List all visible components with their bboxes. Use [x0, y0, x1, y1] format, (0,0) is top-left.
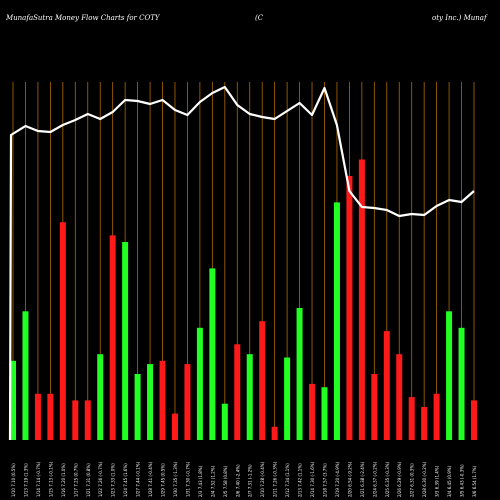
bar [358, 159, 365, 440]
x-tick-label: 2/21 6.38 (-2.4%) [360, 461, 365, 497]
x-tick-label: 1/27 7.44 (-0.1%) [136, 461, 141, 497]
bar [296, 308, 303, 440]
bar [209, 268, 216, 440]
x-tick-label: 2/19 7.20 (-4.9%) [335, 461, 340, 497]
x-tick-label: 2/27 6.31 (0.3%) [410, 463, 415, 497]
bar [271, 426, 278, 440]
bar [333, 202, 340, 440]
x-tick-labels: 1/10 7.10 (0.5%) 1/13 7.19 (1.3%) 1/14 7.1… [11, 461, 477, 497]
price-line [8, 85, 475, 441]
x-tick-label: 2/4 7.52 (1.2%) [210, 465, 215, 497]
bar [122, 242, 129, 440]
grid-lines [12, 82, 475, 440]
bar [234, 344, 241, 440]
x-tick-label: 2/14 7.30 (-1.6%) [310, 461, 315, 497]
x-tick-label: 1/13 7.19 (1.3%) [23, 463, 28, 497]
bar [408, 397, 415, 440]
x-tick-label: 3/4 6.45 (0.9%) [447, 465, 452, 497]
x-tick-label: 3/3 6.39 (1.4%) [435, 465, 440, 497]
bar [446, 311, 453, 440]
bar [72, 400, 79, 440]
x-tick-label: 2/26 6.29 (-0.9%) [397, 461, 402, 497]
bar [10, 360, 16, 440]
bar [458, 327, 465, 440]
bar [383, 331, 390, 440]
x-tick-label: 1/30 7.35 (-1.3%) [173, 461, 178, 497]
bar [221, 403, 228, 440]
bar [396, 354, 403, 440]
chart-title-company-name: oty Inc.) Munaf [432, 14, 488, 22]
bar [171, 413, 178, 440]
x-tick-label: 3/6 6.54 (1.7%) [472, 465, 477, 497]
bar [371, 374, 378, 440]
x-tick-label: 1/16 7.20 (1.0%) [61, 463, 66, 497]
bar [184, 364, 191, 440]
bar [159, 360, 166, 440]
bar [134, 374, 141, 440]
bar [196, 327, 203, 440]
bar [284, 357, 291, 440]
x-tick-label: 3/5 6.43 (-0.3%) [460, 464, 465, 497]
bar [47, 393, 54, 440]
bar [246, 354, 253, 440]
x-tick-label: 2/25 6.35 (-0.3%) [385, 461, 390, 497]
bar [34, 393, 41, 440]
bar [97, 354, 104, 440]
bar [433, 393, 440, 440]
x-tick-label: 2/24 6.37 (-0.2%) [372, 461, 377, 497]
x-tick-label: 2/12 7.34 (1.1%) [285, 463, 290, 497]
x-tick-label: 1/14 7.14 (-0.7%) [36, 461, 41, 497]
bar [59, 222, 66, 440]
x-tick-label: 1/21 7.31 (0.8%) [86, 463, 91, 497]
bars-group [10, 159, 477, 440]
bar [421, 407, 428, 440]
x-tick-label: 2/6 7.40 (-2.4%) [235, 464, 240, 497]
x-tick-label: 1/22 7.26 (-0.7%) [98, 461, 103, 497]
x-tick-label: 1/10 7.10 (0.5%) [11, 463, 16, 497]
bar [22, 311, 29, 440]
x-tick-label: 1/31 7.30 (-0.7%) [185, 461, 190, 497]
bar [147, 364, 154, 440]
bar [109, 235, 116, 440]
bar [346, 176, 353, 440]
x-tick-label: 1/15 7.13 (-0.1%) [48, 461, 53, 497]
x-tick-label: 2/13 7.42 (1.1%) [298, 463, 303, 497]
x-tick-label: 1/23 7.33 (1.0%) [111, 463, 116, 497]
bar [471, 400, 477, 440]
x-tick-label: 2/18 7.57 (3.7%) [322, 463, 327, 497]
x-tick-label: 1/28 7.41 (-0.4%) [148, 461, 153, 497]
x-tick-label: 1/29 7.45 (0.5%) [161, 463, 166, 497]
chart-title-company-prefix: (C [255, 14, 264, 22]
bar [84, 400, 91, 440]
x-tick-label: 1/24 7.45 (1.6%) [123, 463, 128, 497]
x-tick-label: 2/5 7.58 (0.8%) [223, 465, 228, 497]
x-tick-label: 2/7 7.31 (-1.2%) [248, 464, 253, 497]
bar [321, 387, 328, 440]
x-tick-label: 2/10 7.28 (-0.4%) [260, 461, 265, 497]
x-tick-label: 2/11 7.26 (-0.3%) [273, 461, 278, 497]
bar [309, 383, 316, 440]
x-tick-label: 2/3 7.43 (1.8%) [198, 465, 203, 497]
x-tick-label: 1/17 7.25 (0.7%) [73, 463, 78, 497]
x-tick-label: 2/28 6.30 (-0.2%) [422, 461, 427, 497]
bar [259, 321, 266, 440]
x-tick-label: 2/20 6.54 (-9.2%) [347, 461, 352, 497]
chart-title: MunafaSutra Money Flow Charts for COTY [5, 14, 161, 22]
